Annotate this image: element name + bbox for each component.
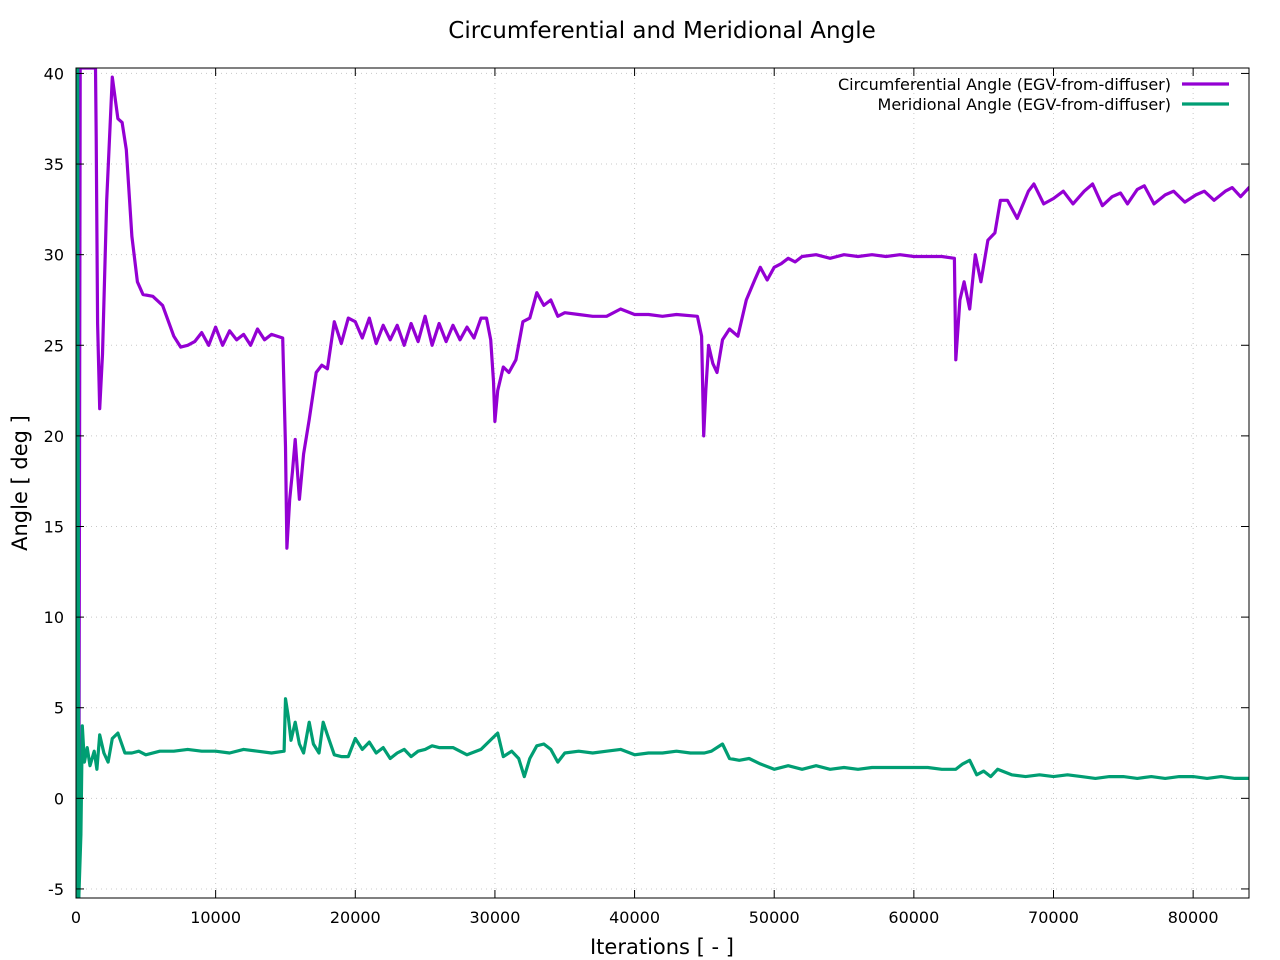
y-axis-title: Angle [ deg ] [8, 415, 32, 551]
x-tick-label: 20000 [330, 908, 381, 927]
y-tick-label: 0 [54, 789, 64, 808]
legend: Circumferential Angle (EGV-from-diffuser… [838, 75, 1229, 114]
series-layer [76, 68, 1249, 898]
y-tick-label: 10 [44, 608, 64, 627]
plot-frame [75, 67, 1250, 899]
x-tick-label: 60000 [888, 908, 939, 927]
y-tick-label: 35 [44, 155, 64, 174]
grid-lines [76, 68, 1249, 898]
x-tick-label: 50000 [749, 908, 800, 927]
y-axis: -5 0 5 10 15 20 25 30 35 40 [44, 64, 1249, 899]
y-tick-label: 30 [44, 246, 64, 265]
legend-label: Meridional Angle (EGV-from-diffuser) [878, 95, 1171, 114]
x-tick-label: 0 [71, 908, 81, 927]
x-tick-label: 10000 [190, 908, 241, 927]
x-axis: 0 10000 20000 30000 40000 50000 60000 70000 8000… [71, 68, 1219, 927]
x-tick-label: 30000 [469, 908, 520, 927]
y-tick-label: 20 [44, 427, 64, 446]
chart-title: Circumferential and Meridional Angle [448, 18, 875, 44]
x-tick-label: 70000 [1028, 908, 1079, 927]
series-line-2 [76, 68, 1249, 898]
x-axis-title: Iterations [ - ] [590, 935, 734, 959]
y-tick-label: 5 [54, 699, 64, 718]
x-tick-label: 80000 [1168, 908, 1219, 927]
legend-label: Circumferential Angle (EGV-from-diffuser… [838, 75, 1171, 94]
series-line-1 [77, 68, 1249, 898]
y-tick-label: -5 [48, 880, 64, 899]
y-tick-label: 25 [44, 336, 64, 355]
y-tick-label: 40 [44, 64, 64, 83]
x-tick-label: 40000 [609, 908, 660, 927]
y-tick-label: 15 [44, 517, 64, 536]
